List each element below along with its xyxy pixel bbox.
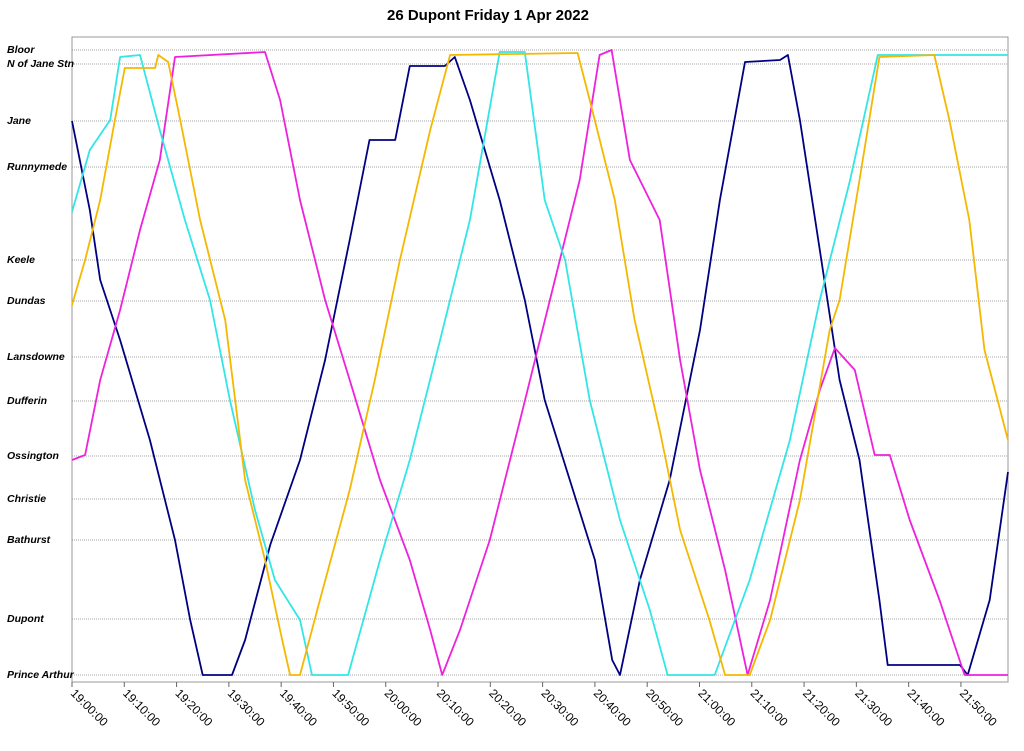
series-line [71,51,1008,676]
x-tick-label: 20:10:00 [434,686,477,729]
x-tick-label: 20:00:00 [382,686,425,729]
y-tick-label: Christie [7,493,46,505]
y-tick-label: Dundas [7,295,46,307]
x-tick-label: 21:10:00 [748,686,791,729]
y-tick-label: Keele [7,254,35,266]
y-tick-label: Bathurst [7,534,51,546]
x-tick-label: 20:20:00 [486,686,529,729]
y-tick-label: Runnymede [7,161,67,173]
x-tick-label: 21:20:00 [800,686,843,729]
x-tick-label: 19:50:00 [329,686,372,729]
chart-title: 26 Dupont Friday 1 Apr 2022 [387,7,589,24]
x-tick-label: 21:30:00 [852,686,895,729]
x-tick-label: 19:00:00 [68,686,111,729]
y-tick-label: Dufferin [7,395,47,407]
x-tick-label: 19:40:00 [277,686,320,729]
series-line [71,49,1008,676]
x-tick-label: 19:10:00 [120,686,163,729]
x-tick-label: 19:20:00 [172,686,215,729]
x-tick-label: 21:50:00 [957,686,1000,729]
y-tick-label: Jane [7,115,31,127]
plot-frame [71,36,1009,683]
y-tick-label: Bloor [7,44,35,56]
x-tick-label: 20:40:00 [591,686,634,729]
series-line [71,54,1009,676]
x-tick-label: 21:40:00 [905,686,948,729]
y-tick-label: Dupont [7,613,44,625]
y-tick-label: Ossington [7,450,59,462]
x-tick-label: 21:00:00 [695,686,738,729]
x-tick-label: 20:30:00 [538,686,581,729]
y-tick-label: Lansdowne [7,351,65,363]
y-tick-label: Prince Arthur [7,669,75,681]
series-line [71,52,1009,676]
x-tick-label: 20:50:00 [643,686,686,729]
x-tick-label: 19:30:00 [225,686,268,729]
y-tick-label: N of Jane Stn [7,58,74,70]
